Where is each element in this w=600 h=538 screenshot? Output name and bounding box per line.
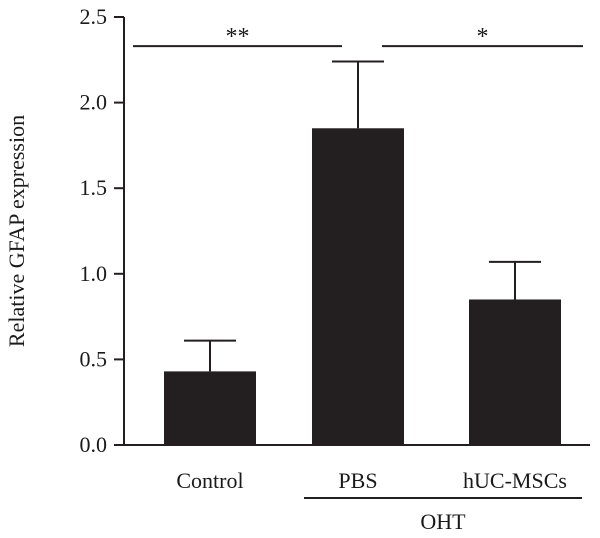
group-bracket: OHT <box>304 497 582 534</box>
sig-label-1: * <box>477 24 489 50</box>
x-tick-label-0: Control <box>176 468 243 493</box>
error-bars <box>184 60 541 372</box>
x-tick-label-2: hUC-MSCs <box>463 468 567 493</box>
x-tick-labels: Control PBS hUC-MSCs <box>176 468 567 493</box>
group-label: OHT <box>420 509 466 534</box>
bar-2 <box>469 299 561 445</box>
sig-label-0: ** <box>226 24 250 50</box>
y-tick-label-1: 0.5 <box>80 346 108 371</box>
y-tick-label-5: 2.5 <box>80 4 108 29</box>
bar-1 <box>312 128 404 445</box>
y-tick-label-2: 1.0 <box>80 261 108 286</box>
bar-0 <box>164 371 256 445</box>
y-tick-label-0: 0.0 <box>80 432 108 457</box>
bars <box>164 128 561 445</box>
y-tick-label-3: 1.5 <box>80 175 108 200</box>
significance-annotations: ** * <box>133 24 583 50</box>
y-axis-title: Relative GFAP expression <box>4 115 29 347</box>
y-tick-label-4: 2.0 <box>80 90 108 115</box>
x-tick-label-1: PBS <box>338 468 377 493</box>
